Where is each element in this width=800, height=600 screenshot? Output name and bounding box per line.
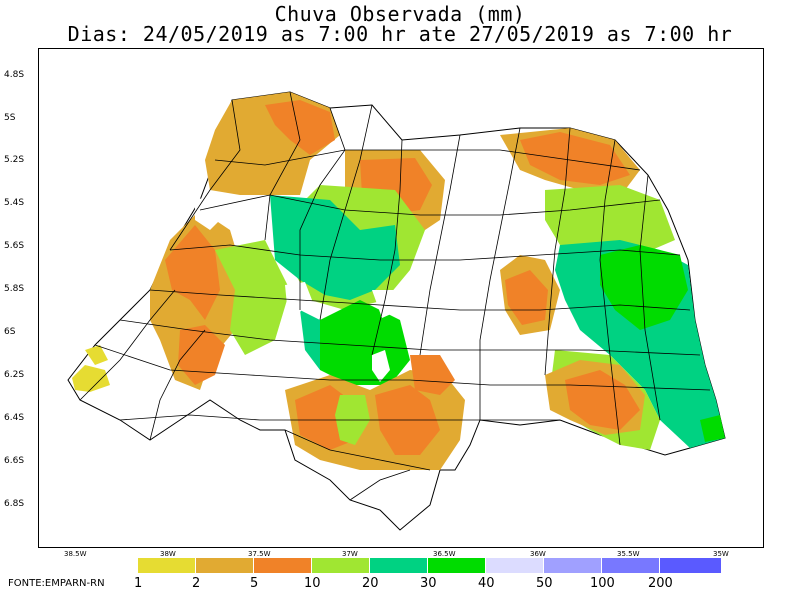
rain-zone-5mm-se (565, 370, 640, 430)
lon-label: 35W (713, 550, 729, 558)
legend-swatch-10 (312, 558, 370, 573)
lat-label: 6.4S (4, 413, 25, 423)
legend-swatch-5 (254, 558, 312, 573)
legend-label: 40 (478, 576, 495, 591)
legend-label: 30 (420, 576, 437, 591)
legend-swatch-100 (602, 558, 660, 573)
municipal-boundaries (79, 91, 711, 501)
rain-zone-1mm-west (85, 345, 108, 365)
map-title: Chuva Observada (mm) (274, 2, 526, 26)
rain-zone-white-hole-c2 (372, 350, 390, 382)
rain-zone-10mm-w (215, 240, 290, 355)
lon-label: 37W (342, 550, 358, 558)
map-subtitle: Dias: 24/05/2019 as 7:00 hr ate 27/05/20… (67, 22, 733, 46)
legend-swatch-40 (486, 558, 544, 573)
rain-zone-2mm-nw-white-hole (195, 195, 225, 230)
legend-swatch-50 (544, 558, 602, 573)
rain-zone-10mm-east (545, 185, 675, 255)
lon-label: 36W (530, 550, 546, 558)
rain-zone-30mm-east (600, 245, 688, 330)
lat-label: 6S (4, 327, 16, 337)
lat-label: 5.6S (4, 241, 25, 251)
legend-swatch-20 (370, 558, 428, 573)
lat-label: 6.8S (4, 499, 25, 509)
legend-label: 5 (250, 576, 259, 591)
rain-zone-5mm-ne (505, 270, 548, 325)
rain-zone-5mm-east (520, 132, 630, 185)
rain-zone-5mm-sw (178, 325, 225, 385)
lat-label: 5.4S (4, 198, 25, 208)
rain-zone-1mm-far-west (72, 365, 110, 392)
rain-zone-white-hole-c3 (372, 290, 400, 318)
legend-label: 10 (304, 576, 321, 591)
legend-label: 1 (134, 576, 143, 591)
legend-swatch-30 (428, 558, 486, 573)
rain-zone-5mm-w (165, 225, 220, 320)
rain-zone-20mm-center-ring (300, 310, 320, 370)
rain-zone-20mm-center (270, 195, 400, 300)
legend-swatch-200 (660, 558, 722, 573)
rain-zone-30mm-se (700, 415, 725, 442)
lon-label: 35.5W (617, 550, 640, 558)
rain-zone-5mm-s-center (410, 355, 455, 395)
lat-label: 4.8S (4, 70, 25, 80)
legend-label: 100 (590, 576, 615, 591)
legend-label: 50 (536, 576, 553, 591)
lon-label: 36.5W (433, 550, 456, 558)
legend-label: 2 (192, 576, 201, 591)
legend-label: 20 (362, 576, 379, 591)
lon-label: 38.5W (64, 550, 87, 558)
lat-label: 5.2S (4, 155, 25, 165)
lon-label: 37.5W (248, 550, 271, 558)
data-source: FONTE:EMPARN-RN (8, 578, 105, 589)
lat-label: 5.8S (4, 284, 25, 294)
rain-zone-5mm-nw (265, 100, 335, 155)
legend-label: 200 (648, 576, 673, 591)
rain-zone-white-hole-center (285, 282, 312, 312)
legend-swatch-1 (138, 558, 196, 573)
lon-label: 38W (160, 550, 176, 558)
legend-swatch-2 (196, 558, 254, 573)
lat-label: 6.2S (4, 370, 25, 380)
lat-label: 6.6S (4, 456, 25, 466)
lat-label: 5S (4, 113, 16, 123)
